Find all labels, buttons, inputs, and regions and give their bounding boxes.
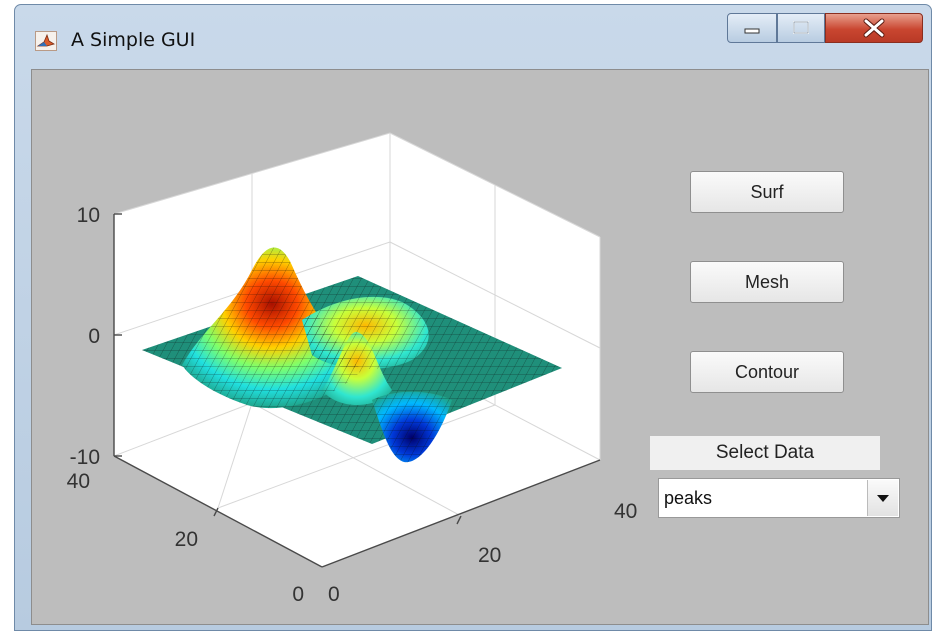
figure-client-area: 10 0 -10 40 20 0 0 20 40 Surf Mesh Conto…: [31, 69, 929, 625]
title-bar[interactable]: A Simple GUI: [15, 5, 931, 67]
matlab-membrane-icon: [35, 31, 57, 51]
chevron-down-icon[interactable]: [867, 480, 898, 516]
plot-axes: [113, 213, 601, 568]
data-select-value: peaks: [664, 488, 713, 508]
x-tick-label: 20: [478, 544, 501, 567]
y-tick-label: 20: [175, 528, 198, 551]
x-tick-label: 0: [328, 583, 340, 606]
y-tick-label: 0: [292, 583, 304, 606]
peaks-surface: [142, 247, 562, 463]
data-select[interactable]: peaks: [658, 478, 900, 518]
surf-button[interactable]: Surf: [690, 171, 844, 213]
select-data-label: Select Data: [650, 436, 880, 470]
z-tick-label: -10: [70, 446, 100, 469]
x-tick-label: 40: [614, 500, 637, 523]
z-tick-label: 0: [88, 325, 100, 348]
contour-button[interactable]: Contour: [690, 351, 844, 393]
window: A Simple GUI: [14, 4, 932, 631]
surface-plot[interactable]: 10 0 -10 40 20 0 0 20 40: [32, 70, 652, 626]
minimize-button[interactable]: [727, 13, 777, 43]
maximize-button[interactable]: [777, 13, 825, 43]
close-icon: [863, 18, 885, 38]
mesh-button[interactable]: Mesh: [690, 261, 844, 303]
maximize-icon: [793, 21, 809, 34]
z-tick-label: 10: [77, 204, 100, 227]
close-button[interactable]: [825, 13, 923, 43]
y-tick-label: 40: [67, 470, 90, 493]
window-title: A Simple GUI: [71, 29, 196, 51]
minimize-icon: [744, 28, 760, 34]
